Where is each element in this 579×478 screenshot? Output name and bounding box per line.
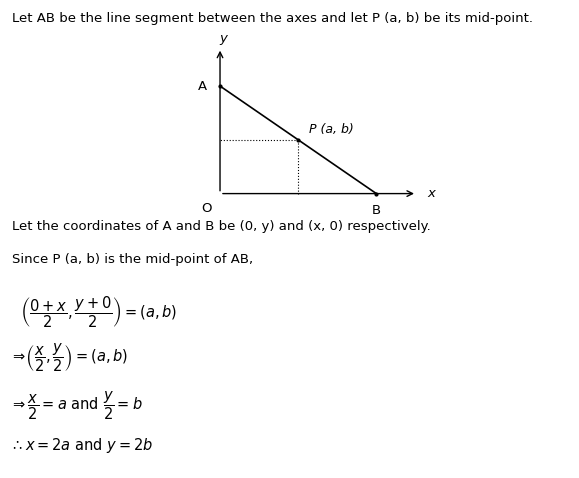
Text: y: y [219, 33, 227, 45]
Text: $\left(\dfrac{0+x}{2},\dfrac{y+0}{2}\right)=(a,b)$: $\left(\dfrac{0+x}{2},\dfrac{y+0}{2}\rig… [20, 294, 178, 329]
Text: Since P (a, b) is the mid-point of AB,: Since P (a, b) is the mid-point of AB, [12, 253, 252, 266]
Text: $\Rightarrow\!\left(\dfrac{x}{2},\dfrac{y}{2}\right)=(a,b)$: $\Rightarrow\!\left(\dfrac{x}{2},\dfrac{… [10, 342, 129, 374]
Text: Let AB be the line segment between the axes and let P (a, b) be its mid-point.: Let AB be the line segment between the a… [12, 12, 533, 25]
Text: P (a, b): P (a, b) [309, 123, 353, 136]
Text: $\Rightarrow\dfrac{x}{2}=a\ \mathrm{and}\ \dfrac{y}{2}=b$: $\Rightarrow\dfrac{x}{2}=a\ \mathrm{and}… [10, 390, 143, 422]
Text: A: A [198, 79, 207, 93]
Text: x: x [427, 187, 435, 200]
Text: $\therefore x=2a\ \mathrm{and}\ y=2b$: $\therefore x=2a\ \mathrm{and}\ y=2b$ [10, 436, 154, 455]
Text: Let the coordinates of A and B be (0, y) and (x, 0) respectively.: Let the coordinates of A and B be (0, y)… [12, 220, 430, 233]
Text: B: B [372, 204, 381, 217]
Text: O: O [201, 202, 211, 215]
